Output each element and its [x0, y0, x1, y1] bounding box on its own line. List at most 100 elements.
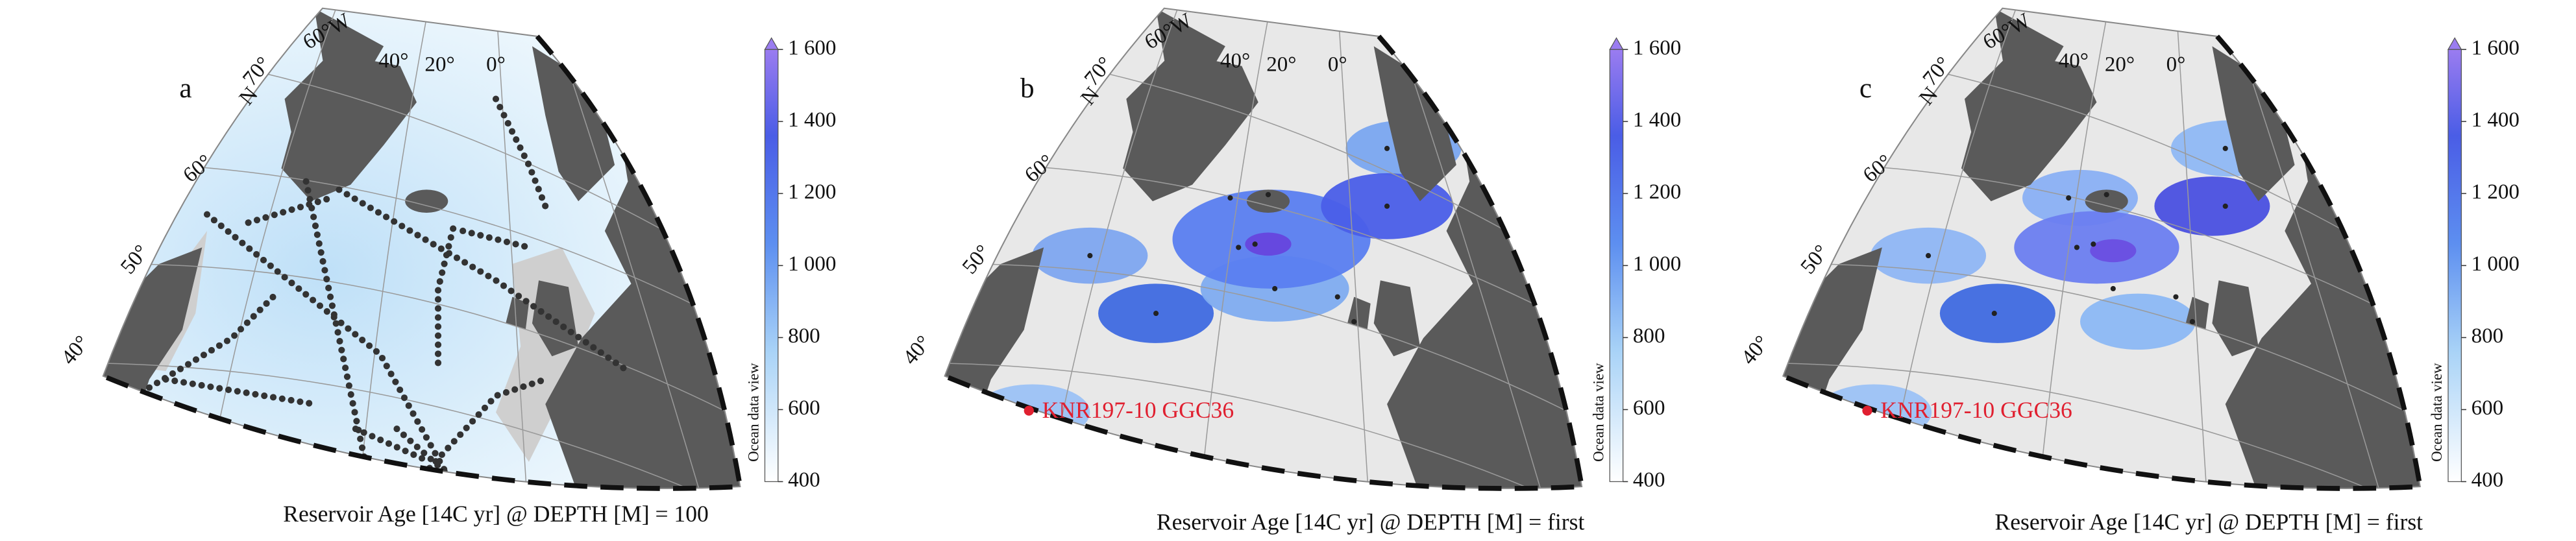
colorbar-cap — [2447, 37, 2462, 50]
graticule-label: 20° — [1266, 53, 1296, 76]
station — [2091, 241, 2096, 247]
graticule-label: 20° — [424, 53, 454, 76]
graticule-line — [1040, 8, 1553, 489]
colorbar-tick-label: 600 — [788, 396, 820, 420]
data-field — [1245, 232, 1292, 256]
graticule-label: 0° — [486, 53, 506, 76]
map-area — [103, 8, 741, 489]
map-border — [1782, 34, 2423, 491]
colorbar-tick-label: 1 200 — [1633, 180, 1681, 204]
data-field — [2090, 239, 2137, 263]
graticule-line — [1878, 8, 2391, 489]
map-border — [944, 34, 1585, 491]
colorbar-tick-label: 1 400 — [788, 108, 836, 132]
station — [1351, 319, 1357, 324]
colorbar-tick-label: 800 — [788, 324, 820, 348]
station-track — [460, 227, 532, 251]
graticule-label: 40° — [378, 49, 408, 73]
graticule-label: 40° — [1737, 331, 1774, 370]
station — [2189, 319, 2195, 324]
graticule-label: 40° — [2059, 49, 2089, 73]
colorbar-tick-label: 600 — [1633, 396, 1665, 420]
data-field — [2154, 176, 2270, 236]
station-track — [162, 376, 318, 408]
map-panel: c60°W40° 20° 0°70°N60°50°40°KNR197-10 GGC3… — [1737, 7, 2520, 535]
station-label: KNR197-10 GGC36 — [1042, 397, 1234, 423]
colorbar-label: Ocean data view — [1590, 363, 1606, 462]
station — [1153, 311, 1159, 317]
graticule-label: 40° — [1220, 49, 1250, 73]
station — [1252, 241, 1258, 247]
colorbar-tick-label: 1 000 — [2472, 252, 2520, 276]
station-track — [402, 376, 549, 489]
station — [2173, 294, 2179, 300]
colorbar-tick-label: 1 400 — [2472, 108, 2520, 132]
graticule-label: 20° — [2105, 53, 2135, 76]
station-marker — [1024, 405, 1034, 416]
station — [1384, 203, 1390, 209]
station — [1227, 195, 1233, 201]
colorbar-label: Ocean data view — [745, 363, 761, 462]
graticule-label: 0° — [1328, 53, 1347, 76]
station-track — [492, 95, 549, 210]
colorbar — [1609, 49, 1624, 483]
colorbar-tick-label: 1 200 — [788, 180, 836, 204]
caption: Reservoir Age [14C yr] @ DEPTH [M] = 100 — [283, 501, 709, 527]
data-field — [1939, 283, 2055, 343]
station — [2066, 195, 2072, 201]
colorbar-tick-label: 400 — [2472, 468, 2504, 492]
panel-label: c — [1859, 73, 1872, 104]
graticule-label: 40° — [898, 331, 935, 370]
station — [2104, 191, 2109, 198]
station-label: KNR197-10 GGC36 — [1880, 397, 2072, 423]
station-track — [203, 211, 467, 489]
colorbar-tick-label: 1 000 — [788, 252, 836, 276]
station — [2110, 285, 2116, 292]
station-track — [336, 186, 632, 375]
colorbar-tick-label: 1 600 — [1633, 36, 1681, 60]
colorbar-tick-label: 1 000 — [1633, 252, 1681, 276]
colorbar — [764, 49, 779, 483]
colorbar-label: Ocean data view — [2429, 363, 2445, 462]
station — [1925, 253, 1932, 259]
station — [1384, 145, 1390, 151]
station-track — [434, 219, 458, 367]
graticule-line — [944, 65, 1582, 489]
caption: Reservoir Age [14C yr] @ DEPTH [M] = fir… — [1995, 509, 2423, 535]
map-border — [102, 34, 743, 491]
station — [1236, 245, 1242, 250]
colorbar-tick-label: 1 600 — [788, 36, 836, 60]
colorbar — [2447, 49, 2462, 483]
map-area — [944, 8, 1582, 489]
station — [1334, 294, 1340, 300]
map-panel: b60°W40° 20° 0°70°N60°50°40°KNR197-10 GGC3… — [898, 7, 1681, 535]
station-track — [245, 195, 334, 226]
panel-label: b — [1020, 73, 1035, 104]
colorbar-tick-label: 800 — [2472, 324, 2504, 348]
map-area — [1783, 8, 2420, 489]
station — [1991, 311, 1997, 317]
caption: Reservoir Age [14C yr] @ DEPTH [M] = fir… — [1157, 509, 1585, 535]
graticule-line — [1783, 65, 2420, 489]
colorbar-cap — [1609, 37, 1624, 50]
graticule-line — [103, 65, 741, 489]
graticule-label: 40° — [57, 331, 94, 370]
graticule-label: 0° — [2166, 53, 2186, 76]
station-track — [302, 178, 376, 489]
colorbar-tick-label: 1 600 — [2472, 36, 2520, 60]
station — [1272, 285, 1278, 292]
colorbar-tick-label: 800 — [1633, 324, 1665, 348]
station — [1087, 253, 1093, 259]
data-field — [2079, 293, 2196, 350]
panel-label: a — [179, 73, 191, 104]
colorbar-tick-label: 1 200 — [2472, 180, 2520, 204]
station — [1265, 191, 1271, 198]
station-track — [145, 293, 276, 391]
colorbar-tick-label: 400 — [1633, 468, 1665, 492]
colorbar-tick-label: 600 — [2472, 396, 2504, 420]
station — [2074, 245, 2079, 250]
colorbar-cap — [764, 37, 779, 50]
station — [2222, 145, 2228, 151]
